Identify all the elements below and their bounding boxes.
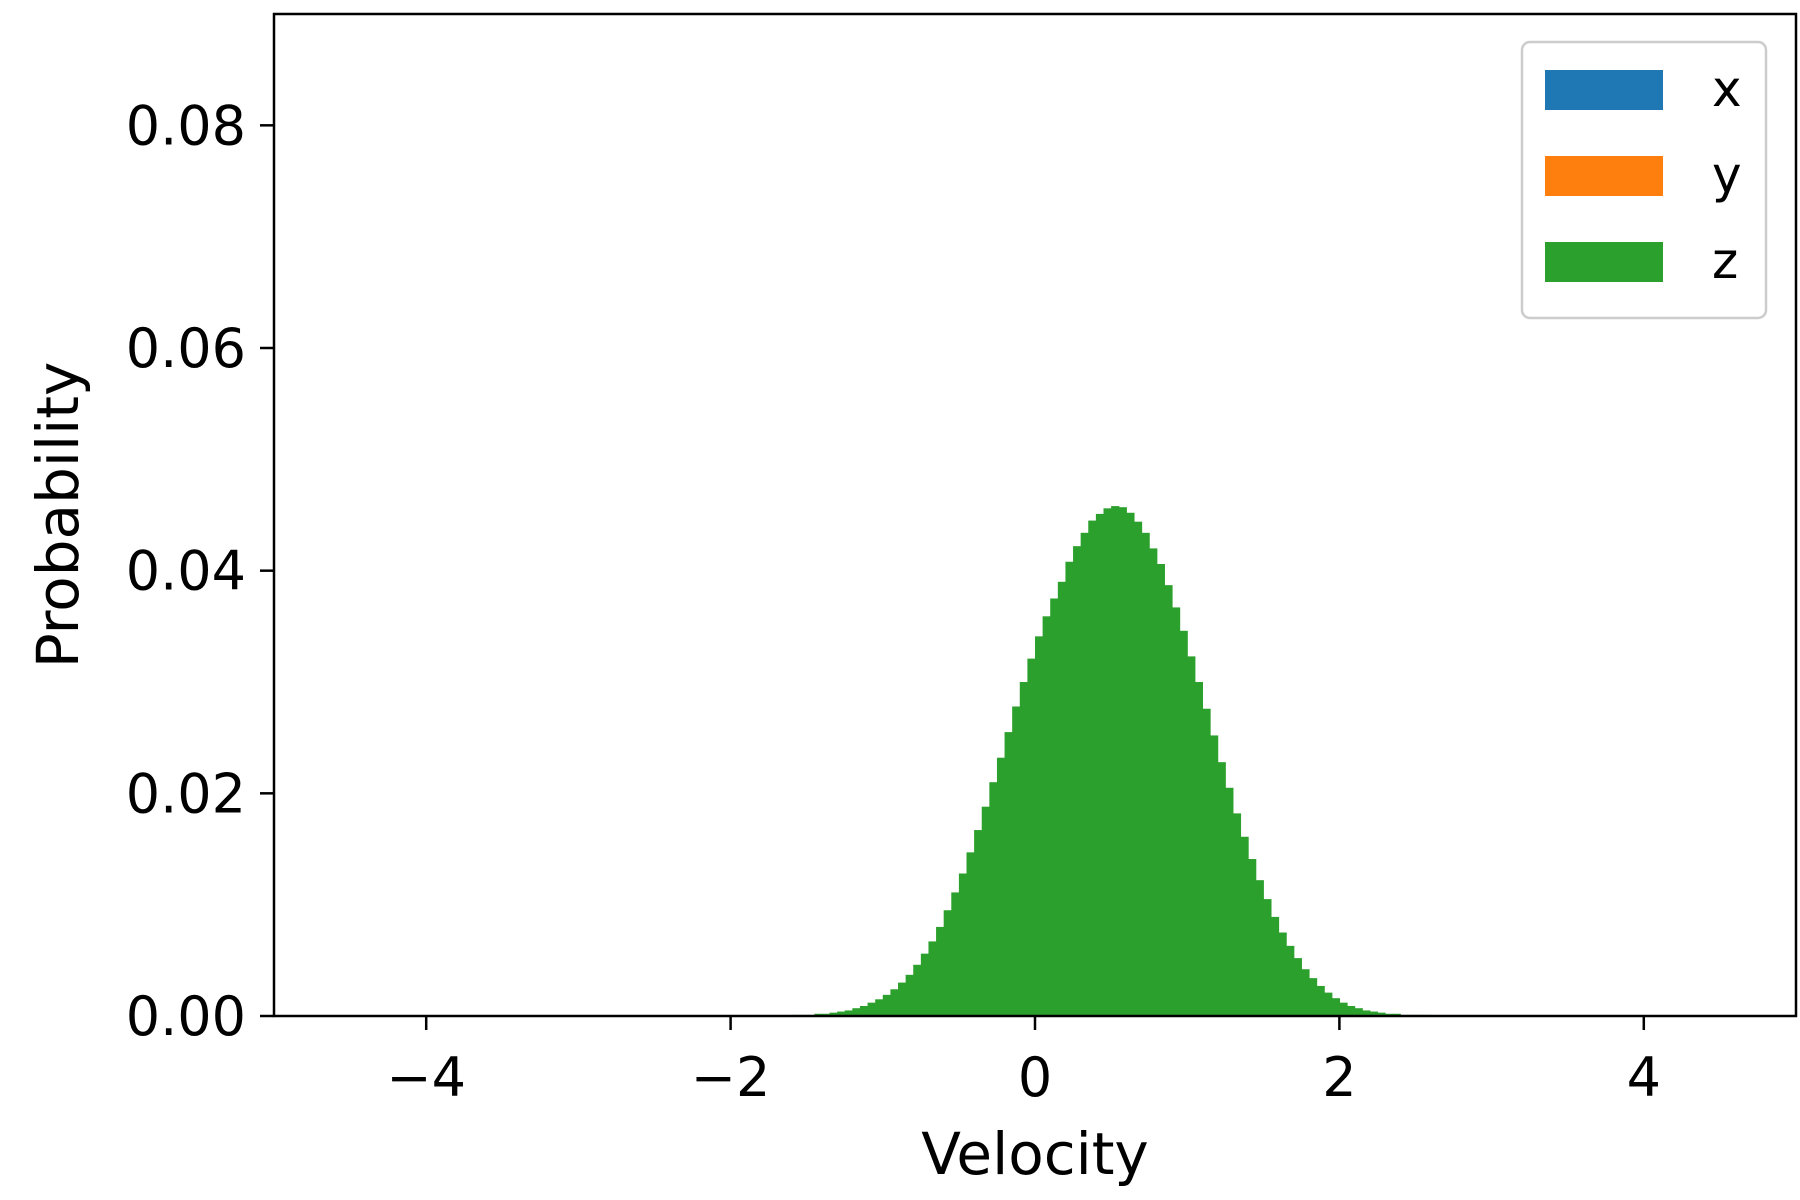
y-tick-label: 0.04 [126, 540, 246, 603]
histogram-bar-z-51 [1179, 630, 1188, 1016]
histogram-bar-z-22 [958, 873, 968, 1016]
histogram-bar-z-57 [1225, 787, 1234, 1016]
histogram-bar-z-21 [951, 892, 960, 1016]
histogram-bar-z-27 [996, 757, 1006, 1016]
histogram-bar-z-30 [1019, 682, 1028, 1016]
histogram-bar-z-14 [898, 982, 907, 1016]
histogram-bar-z-60 [1248, 859, 1257, 1016]
histogram-bar-z-46 [1141, 532, 1150, 1016]
histogram-bar-z-20 [943, 910, 952, 1016]
histogram-bar-z-39 [1088, 520, 1097, 1016]
histogram-bar-z-62 [1263, 899, 1272, 1016]
x-tick-label: −2 [691, 1046, 771, 1109]
histogram-bar-z-71 [1331, 998, 1340, 1016]
histogram-bar-z-15 [905, 974, 914, 1016]
histogram-bar-z-34 [1050, 598, 1059, 1016]
histogram-bar-z-31 [1027, 658, 1036, 1016]
ticks: −4 −2 0 2 4 0.00 0.02 0.04 0.06 0.08 [126, 94, 1661, 1109]
histogram-bar-z-70 [1324, 992, 1333, 1016]
histogram-bar-z-28 [1004, 732, 1013, 1016]
histogram-bar-z-77 [1377, 1012, 1386, 1016]
histogram-bar-z-56 [1217, 762, 1226, 1016]
histogram-bar-z-24 [974, 830, 983, 1016]
histogram-bar-z-41 [1103, 508, 1112, 1016]
histogram-bar-z-72 [1339, 1002, 1348, 1016]
histogram-bar-z-59 [1240, 836, 1249, 1016]
histogram-bar-z-55 [1210, 735, 1219, 1016]
histogram-bar-z-65 [1286, 945, 1295, 1016]
x-tick-label: −4 [386, 1046, 466, 1109]
histogram-bar-z-48 [1156, 563, 1165, 1016]
histogram-bar-z-43 [1118, 507, 1127, 1016]
x-tick-label: 4 [1627, 1046, 1661, 1109]
histogram-bar-z-5 [829, 1012, 838, 1016]
x-tick-label: 0 [1018, 1046, 1052, 1109]
histogram-bar-z-17 [920, 953, 930, 1016]
legend-label-y: y [1712, 146, 1742, 204]
histogram-bar-z-29 [1012, 706, 1021, 1016]
y-tick-label: 0.08 [126, 94, 246, 157]
histogram-bar-z-53 [1194, 682, 1204, 1016]
histogram-bar-z-35 [1057, 581, 1067, 1016]
histogram-bar-z-8 [852, 1008, 861, 1016]
histogram-bar-z-32 [1035, 636, 1044, 1016]
y-axis-title: Probability [24, 362, 92, 669]
histogram-bar-z-6 [837, 1011, 846, 1016]
histogram-bar-z-40 [1095, 513, 1105, 1016]
histogram-bar-z-23 [966, 852, 975, 1016]
histogram-bar-z-54 [1202, 708, 1211, 1016]
x-axis-title: Velocity [921, 1120, 1149, 1188]
histogram-bar-z-44 [1126, 512, 1135, 1016]
histogram-bar-z-64 [1278, 932, 1287, 1016]
histogram-bar-z-47 [1149, 548, 1158, 1016]
histogram-bar-z-74 [1354, 1008, 1363, 1016]
histogram-bar-z-67 [1301, 969, 1310, 1016]
y-tick-label: 0.02 [126, 762, 246, 825]
histogram-bar-z-69 [1316, 985, 1325, 1016]
histogram-bar-z-12 [882, 994, 892, 1016]
histogram-bar-z-66 [1293, 958, 1302, 1016]
histogram-bar-z-49 [1164, 585, 1173, 1016]
legend-swatch-y [1545, 156, 1663, 196]
histogram-bar-z-75 [1362, 1010, 1371, 1016]
y-tick-label: 0.00 [126, 985, 246, 1048]
histogram-bar-z-58 [1232, 813, 1242, 1016]
y-tick-label: 0.06 [126, 317, 246, 380]
histogram-bar-z-7 [844, 1010, 853, 1016]
histogram-bar-z-26 [989, 782, 998, 1016]
histogram-bar-z-18 [928, 941, 937, 1016]
histogram-bar-z-25 [981, 806, 990, 1016]
legend-swatch-x [1545, 70, 1663, 110]
histogram-bar-z-9 [859, 1005, 869, 1016]
histogram-bar-z-11 [875, 999, 884, 1016]
legend: xyz [1520, 40, 1768, 320]
histogram-bar-z-42 [1111, 506, 1120, 1016]
histogram-bar-z-19 [936, 926, 945, 1016]
histogram-bar-z-13 [890, 989, 899, 1016]
histogram-bar-z-50 [1171, 607, 1181, 1016]
histogram-bar-z-36 [1065, 561, 1074, 1016]
histogram-bar-z-10 [867, 1002, 876, 1016]
histogram-bar-z-38 [1080, 532, 1089, 1016]
histogram-bar-z-33 [1042, 616, 1051, 1016]
legend-label-x: x [1712, 60, 1742, 118]
histogram-bars [791, 506, 1432, 1016]
legend-label-z: z [1712, 232, 1738, 290]
histogram-bar-z-52 [1187, 656, 1196, 1016]
histogram-bar-z-68 [1308, 978, 1318, 1016]
histogram-bar-z-73 [1347, 1005, 1356, 1016]
histogram-bar-z-63 [1270, 916, 1280, 1016]
histogram-bar-z-37 [1073, 546, 1082, 1016]
x-tick-label: 2 [1322, 1046, 1356, 1109]
histogram-bar-z-76 [1369, 1011, 1379, 1016]
histogram-bar-z-61 [1255, 880, 1264, 1016]
histogram-bar-z-45 [1133, 521, 1143, 1016]
legend-swatch-z [1545, 242, 1663, 282]
histogram-bar-z-16 [913, 964, 922, 1016]
